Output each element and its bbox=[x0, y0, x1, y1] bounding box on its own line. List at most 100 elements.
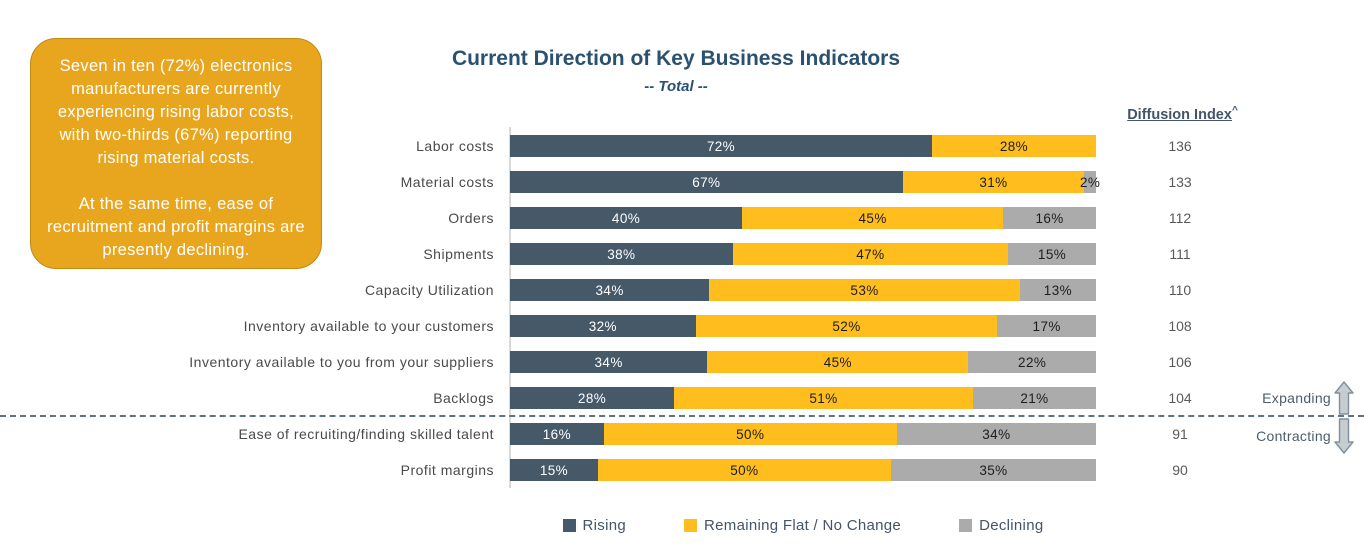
bar-segment-rising: 32% bbox=[510, 315, 696, 337]
bar-segment-value: 13% bbox=[1043, 282, 1073, 298]
bar-segment-remaining-flat-no-change: 45% bbox=[707, 351, 969, 373]
category-label: Labor costs bbox=[416, 138, 494, 154]
chart-row: Profit margins 15% 50% 35% 90 bbox=[0, 452, 1364, 488]
bar-segment-value: 51% bbox=[809, 390, 838, 406]
stacked-bar: 38% 47% 15% bbox=[510, 243, 1096, 265]
bar-segment-value: 34% bbox=[982, 426, 1011, 442]
bar-segment-value: 21% bbox=[1020, 390, 1049, 406]
legend-label-flat: Remaining Flat / No Change bbox=[704, 517, 902, 534]
bar-segment-remaining-flat-no-change: 52% bbox=[695, 315, 998, 337]
flat-swatch-icon bbox=[684, 519, 697, 532]
diffusion-index-value: 90 bbox=[1172, 462, 1188, 478]
chart-row: Inventory available to you from your sup… bbox=[0, 344, 1364, 380]
stacked-bar: 40% 45% 16% bbox=[510, 207, 1096, 229]
bar-segment-value: 16% bbox=[1035, 210, 1064, 226]
category-label: Profit margins bbox=[400, 462, 494, 478]
diffusion-index-header-label: Diffusion Index bbox=[1127, 106, 1232, 123]
bar-segment-declining: 2% bbox=[1080, 171, 1100, 193]
legend-item-declining: Declining bbox=[959, 517, 1043, 534]
bar-segment-value: 32% bbox=[588, 318, 617, 334]
category-axis-line bbox=[509, 127, 511, 488]
rising-swatch-icon bbox=[562, 519, 576, 532]
bar-segment-value: 2% bbox=[1079, 174, 1101, 190]
contracting-label: Contracting bbox=[1256, 428, 1331, 444]
bar-segment-value: 15% bbox=[539, 462, 569, 478]
stacked-bar: 16% 50% 34% bbox=[510, 423, 1096, 445]
diffusion-index-value: 111 bbox=[1169, 246, 1191, 262]
diffusion-index-value: 136 bbox=[1168, 138, 1192, 154]
bar-segment-value: 28% bbox=[999, 138, 1029, 154]
diffusion-index-value: 110 bbox=[1168, 282, 1192, 298]
arrow-down-icon bbox=[1334, 418, 1354, 454]
legend-item-flat: Remaining Flat / No Change bbox=[684, 517, 901, 534]
stacked-bar: 34% 53% 13% bbox=[510, 279, 1096, 301]
category-label: Material costs bbox=[400, 174, 494, 190]
bar-segment-declining: 22% bbox=[968, 351, 1096, 373]
bar-segment-value: 52% bbox=[832, 318, 861, 334]
bar-segment-value: 40% bbox=[611, 210, 641, 226]
callout-box: Seven in ten (72%) electronics manufactu… bbox=[30, 38, 322, 269]
expanding-contracting-divider bbox=[0, 415, 1364, 417]
bar-segment-declining: 17% bbox=[997, 315, 1096, 337]
bar-segment-value: 67% bbox=[692, 174, 721, 190]
stacked-bar: 34% 45% 22% bbox=[510, 351, 1096, 373]
arrow-up-icon bbox=[1334, 381, 1354, 415]
expanding-label: Expanding bbox=[1262, 390, 1331, 406]
diffusion-index-value: 133 bbox=[1168, 174, 1192, 190]
bar-segment-value: 34% bbox=[594, 354, 623, 370]
bar-segment-rising: 34% bbox=[510, 279, 710, 301]
diffusion-index-footnote-marker: ^ bbox=[1231, 105, 1238, 116]
chart-row: Ease of recruiting/finding skilled talen… bbox=[0, 416, 1364, 452]
bar-segment-declining: 21% bbox=[972, 387, 1096, 409]
bar-segment-remaining-flat-no-change: 47% bbox=[732, 243, 1009, 265]
bar-segment-value: 50% bbox=[730, 462, 759, 478]
bar-segment-remaining-flat-no-change: 31% bbox=[902, 171, 1085, 193]
bar-segment-rising: 34% bbox=[510, 351, 708, 373]
bar-segment-value: 15% bbox=[1037, 246, 1067, 262]
bar-segment-rising: 40% bbox=[510, 207, 743, 229]
bar-segment-remaining-flat-no-change: 51% bbox=[674, 387, 973, 409]
bar-segment-declining: 35% bbox=[890, 459, 1096, 481]
bar-segment-value: 16% bbox=[542, 426, 571, 442]
bar-segment-value: 50% bbox=[736, 426, 765, 442]
category-label: Backlogs bbox=[433, 390, 494, 406]
contracting-annotation: Contracting bbox=[1256, 418, 1354, 454]
diffusion-index-header: Diffusion Index^ bbox=[1100, 105, 1265, 123]
bar-segment-value: 31% bbox=[979, 174, 1008, 190]
chart-row: Backlogs 28% 51% 21% 104 bbox=[0, 380, 1364, 416]
category-label: Shipments bbox=[423, 246, 494, 262]
bar-segment-remaining-flat-no-change: 28% bbox=[931, 135, 1096, 157]
bar-segment-value: 35% bbox=[979, 462, 1008, 478]
bar-segment-value: 72% bbox=[706, 138, 736, 154]
bar-segment-rising: 15% bbox=[510, 459, 598, 481]
declining-swatch-icon bbox=[959, 519, 973, 532]
diffusion-index-value: 91 bbox=[1172, 426, 1188, 442]
expanding-annotation: Expanding bbox=[1262, 381, 1354, 415]
diffusion-index-value: 106 bbox=[1168, 354, 1192, 370]
chart-row: Shipments 38% 47% 15% 111 bbox=[0, 236, 1364, 272]
bar-segment-rising: 16% bbox=[510, 423, 604, 445]
bar-segment-value: 53% bbox=[850, 282, 879, 298]
diffusion-index-value: 108 bbox=[1168, 318, 1192, 334]
chart-row: Material costs 67% 31% 2% 133 bbox=[0, 164, 1364, 200]
bar-segment-value: 34% bbox=[595, 282, 624, 298]
stacked-bar: 32% 52% 17% bbox=[510, 315, 1096, 337]
bar-segment-declining: 15% bbox=[1008, 243, 1096, 265]
chart-row: Orders 40% 45% 16% 112 bbox=[0, 200, 1364, 236]
legend: Rising Remaining Flat / No Change Declin… bbox=[510, 517, 1096, 534]
bar-segment-value: 38% bbox=[607, 246, 636, 262]
stacked-bar: 15% 50% 35% bbox=[510, 459, 1096, 481]
stacked-bar: 67% 31% 2% bbox=[510, 171, 1100, 193]
legend-label-declining: Declining bbox=[979, 517, 1044, 534]
callout-paragraph-1: Seven in ten (72%) electronics manufactu… bbox=[57, 57, 295, 167]
chart-rows: Labor costs 72% 28% 136 Material costs 67% 31%… bbox=[0, 128, 1364, 488]
legend-label-rising: Rising bbox=[582, 517, 626, 534]
bar-segment-value: 17% bbox=[1032, 318, 1061, 334]
chart-subtitle: -- Total -- bbox=[644, 78, 708, 95]
category-label: Inventory available to you from your sup… bbox=[189, 354, 494, 370]
category-label: Inventory available to your customers bbox=[243, 318, 494, 334]
diffusion-index-value: 112 bbox=[1168, 210, 1192, 226]
bar-segment-rising: 67% bbox=[510, 171, 903, 193]
chart-row: Labor costs 72% 28% 136 bbox=[0, 128, 1364, 164]
